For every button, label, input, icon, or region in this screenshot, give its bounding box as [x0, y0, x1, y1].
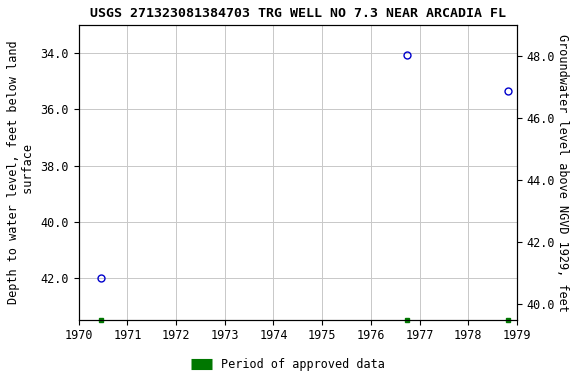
Title: USGS 271323081384703 TRG WELL NO 7.3 NEAR ARCADIA FL: USGS 271323081384703 TRG WELL NO 7.3 NEA… — [90, 7, 506, 20]
Y-axis label: Groundwater level above NGVD 1929, feet: Groundwater level above NGVD 1929, feet — [556, 33, 569, 311]
Y-axis label: Depth to water level, feet below land
 surface: Depth to water level, feet below land su… — [7, 41, 35, 305]
Legend: Period of approved data: Period of approved data — [186, 354, 390, 376]
